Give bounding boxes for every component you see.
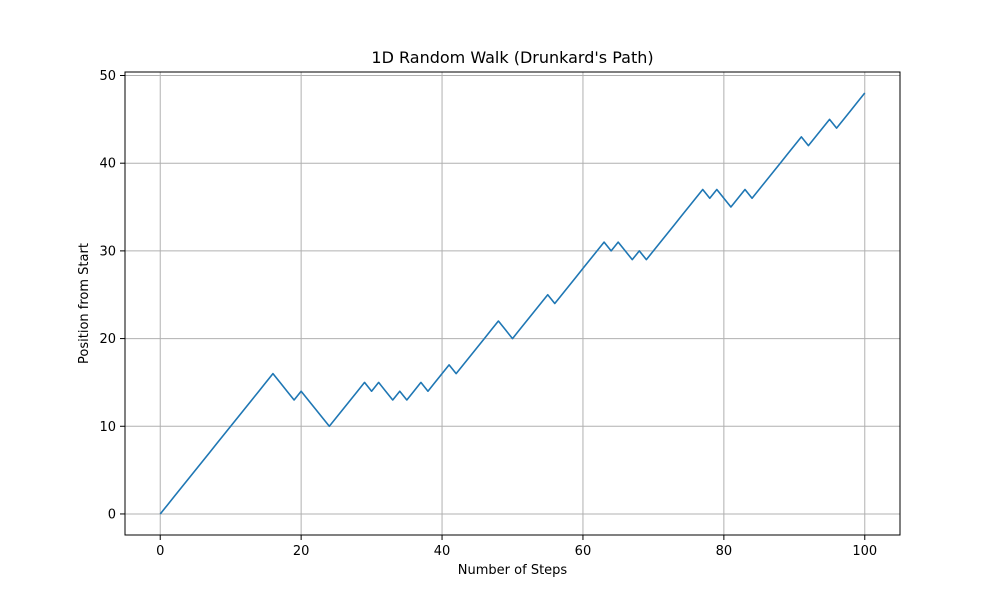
y-tick-label: 0: [108, 507, 116, 522]
ticks: 0 20 40 60 80 100 0 10 20 30 40 50: [99, 69, 877, 559]
y-tick-label: 20: [99, 332, 116, 347]
series-layer: [159, 92, 866, 515]
x-tick-label: 80: [716, 544, 733, 559]
x-tick-label: 20: [293, 544, 310, 559]
y-tick-label: 10: [99, 420, 116, 435]
y-tick-label: 50: [99, 69, 116, 84]
x-tick-label: 60: [575, 544, 592, 559]
y-tick-label: 40: [99, 157, 116, 172]
plot-frame: [124, 71, 901, 536]
x-tick-label: 40: [434, 544, 451, 559]
y-tick-label: 30: [99, 244, 116, 259]
x-axis-label: Number of Steps: [458, 563, 568, 578]
y-axis-label: Position from Start: [77, 243, 92, 364]
random-walk-line: [159, 92, 866, 515]
chart-title: 1D Random Walk (Drunkard's Path): [371, 48, 653, 67]
x-tick-label: 0: [156, 544, 164, 559]
x-tick-label: 100: [852, 544, 877, 559]
